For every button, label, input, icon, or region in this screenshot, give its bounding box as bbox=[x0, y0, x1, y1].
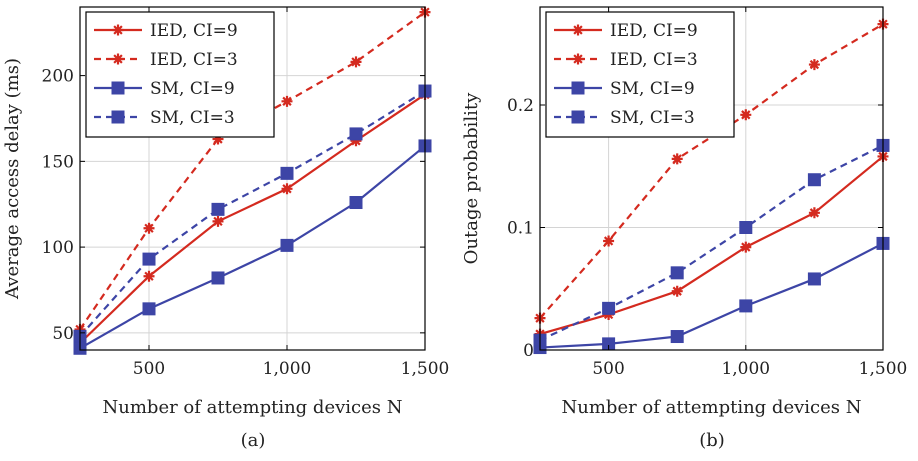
data-point bbox=[212, 133, 224, 145]
data-point bbox=[671, 153, 683, 165]
data-point bbox=[142, 302, 156, 316]
data-point bbox=[281, 183, 293, 195]
y-tick-label: 150 bbox=[42, 152, 74, 172]
data-point bbox=[143, 270, 155, 282]
legend-entry: SM, CI=3 bbox=[94, 108, 235, 128]
chart-a: 500 1,000 1,500 50 100 150 200 Number of attemp… bbox=[2, 6, 450, 451]
legend-entry: SM, CI=9 bbox=[554, 79, 695, 99]
x-tick-label: 1,500 bbox=[859, 359, 908, 379]
y-tick-label: 0 bbox=[523, 341, 534, 361]
y-tick-label: 0.1 bbox=[507, 219, 534, 239]
legend-entry: IED, CI=9 bbox=[94, 21, 238, 41]
series-4 bbox=[73, 84, 432, 343]
legend-entry: SM, CI=9 bbox=[94, 79, 235, 99]
chart-caption: (b) bbox=[699, 430, 725, 451]
legend-label: IED, CI=3 bbox=[150, 50, 238, 70]
series-line bbox=[79, 93, 426, 344]
data-point bbox=[740, 241, 752, 253]
data-point bbox=[807, 272, 821, 286]
data-point bbox=[740, 109, 752, 121]
legend-marker bbox=[112, 53, 124, 65]
legend-label: IED, CI=9 bbox=[150, 21, 238, 41]
data-point bbox=[280, 238, 294, 252]
x-tick-label: 1,000 bbox=[721, 359, 770, 379]
data-point bbox=[739, 299, 753, 313]
chart-b: 500 1,000 1,500 0 0.1 0.2 Number of attempting… bbox=[461, 6, 907, 451]
y-axis-label: Outage probability bbox=[461, 92, 482, 264]
data-point bbox=[670, 330, 684, 344]
data-point bbox=[349, 196, 363, 210]
data-point bbox=[671, 285, 683, 297]
y-tick-label: 100 bbox=[42, 238, 74, 258]
legend: IED, CI=9 IED, CI=3 SM, CI=9 SM, CI=3 bbox=[545, 11, 735, 138]
legend-label: SM, CI=3 bbox=[610, 108, 695, 128]
series-1 bbox=[74, 88, 431, 349]
legend-label: IED, CI=3 bbox=[610, 50, 698, 70]
data-point bbox=[808, 59, 820, 71]
plot-frame bbox=[539, 6, 884, 351]
x-tick-label: 1,000 bbox=[263, 359, 312, 379]
legend-label: SM, CI=9 bbox=[150, 79, 235, 99]
data-point bbox=[602, 301, 616, 315]
series-line bbox=[539, 155, 884, 336]
y-tick-label: 0.2 bbox=[507, 96, 534, 116]
legend-entry: IED, CI=9 bbox=[554, 21, 698, 41]
series-1 bbox=[534, 150, 889, 340]
series-3 bbox=[533, 236, 890, 355]
legend: IED, CI=9 IED, CI=3 SM, CI=9 SM, CI=3 bbox=[85, 11, 275, 138]
legend-label: SM, CI=9 bbox=[610, 79, 695, 99]
x-tick-label: 1,500 bbox=[401, 359, 450, 379]
series-4 bbox=[533, 138, 890, 347]
legend-label: IED, CI=9 bbox=[610, 21, 698, 41]
data-point bbox=[350, 135, 362, 147]
series-line bbox=[79, 11, 426, 331]
legend-entry: IED, CI=3 bbox=[94, 50, 238, 70]
x-tick-label: 500 bbox=[133, 359, 165, 379]
legend-marker bbox=[111, 81, 125, 95]
y-tick-label: 50 bbox=[52, 324, 74, 344]
series-line bbox=[539, 242, 884, 349]
ticks: 500 1,000 1,500 0 0.1 0.2 bbox=[507, 7, 907, 379]
x-axis-label: Number of attempting devices N bbox=[103, 397, 403, 418]
plot-frame bbox=[79, 6, 426, 351]
data-point bbox=[211, 271, 225, 285]
legend-marker bbox=[111, 110, 125, 124]
x-tick-label: 500 bbox=[592, 359, 624, 379]
series-line bbox=[539, 144, 884, 342]
series-line bbox=[79, 145, 426, 350]
legend-entry: IED, CI=3 bbox=[554, 50, 698, 70]
ticks: 500 1,000 1,500 50 100 150 200 bbox=[42, 7, 450, 379]
data-point bbox=[143, 222, 155, 234]
data-point bbox=[349, 127, 363, 141]
series-line bbox=[79, 90, 426, 338]
data-point bbox=[808, 207, 820, 219]
legend-marker bbox=[571, 81, 585, 95]
legend-marker bbox=[572, 53, 584, 65]
data-point bbox=[142, 252, 156, 266]
data-point bbox=[603, 235, 615, 247]
legend-label: SM, CI=3 bbox=[150, 108, 235, 128]
data-point bbox=[739, 221, 753, 234]
data-point bbox=[350, 56, 362, 68]
data-point bbox=[211, 202, 225, 216]
x-axis-label: Number of attempting devices N bbox=[562, 397, 862, 418]
y-axis-label: Average access delay (ms) bbox=[2, 58, 23, 300]
legend-marker bbox=[572, 24, 584, 36]
chart-caption: (a) bbox=[241, 430, 266, 451]
legend-marker bbox=[112, 24, 124, 36]
data-point bbox=[280, 166, 294, 180]
data-point bbox=[281, 95, 293, 107]
y-tick-label: 200 bbox=[42, 67, 74, 87]
series-3 bbox=[73, 139, 432, 355]
series-line bbox=[539, 23, 884, 319]
data-point bbox=[670, 266, 684, 280]
legend-entry: SM, CI=3 bbox=[554, 108, 695, 128]
data-point bbox=[807, 173, 821, 187]
legend-marker bbox=[571, 110, 585, 124]
data-point bbox=[212, 215, 224, 227]
